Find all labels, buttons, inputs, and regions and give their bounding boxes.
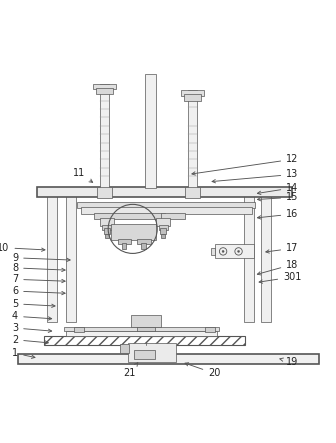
Bar	[261, 193, 271, 323]
Bar	[120, 344, 129, 353]
Bar	[122, 243, 126, 249]
Bar	[145, 74, 156, 188]
Circle shape	[238, 250, 240, 253]
Bar	[74, 327, 84, 332]
Text: 6: 6	[12, 286, 65, 296]
Bar	[111, 224, 156, 240]
Text: 9: 9	[12, 253, 70, 263]
Bar	[66, 331, 217, 336]
Bar	[160, 228, 166, 234]
Bar	[37, 187, 292, 197]
Text: 12: 12	[192, 154, 298, 175]
Text: 3: 3	[12, 323, 52, 333]
Bar	[97, 187, 112, 198]
Bar	[137, 239, 151, 245]
Circle shape	[222, 250, 224, 253]
Bar	[64, 327, 219, 331]
Bar	[184, 94, 201, 101]
Text: 10: 10	[0, 243, 45, 253]
Text: 20: 20	[185, 363, 220, 378]
Bar	[77, 202, 255, 208]
Text: 7: 7	[12, 274, 65, 284]
Text: 21: 21	[123, 363, 138, 378]
Bar	[181, 90, 204, 96]
Bar	[244, 193, 254, 323]
Text: 301: 301	[259, 272, 301, 283]
Bar	[96, 88, 113, 94]
Bar	[215, 245, 254, 258]
Bar	[134, 350, 155, 359]
Text: 18: 18	[257, 260, 298, 275]
Bar	[131, 315, 161, 327]
Text: 13: 13	[212, 170, 298, 183]
Bar	[185, 187, 200, 198]
Bar	[205, 327, 215, 332]
Bar	[128, 343, 176, 362]
Bar	[81, 207, 252, 214]
Bar	[100, 84, 109, 188]
Bar	[94, 213, 165, 219]
Bar	[161, 213, 185, 219]
Bar	[104, 228, 110, 234]
Text: 8: 8	[12, 263, 65, 273]
Bar	[161, 233, 165, 237]
Text: 14: 14	[257, 183, 298, 194]
Bar	[141, 243, 146, 249]
Text: 4: 4	[12, 311, 52, 321]
Text: 11: 11	[73, 168, 93, 183]
Bar	[118, 239, 131, 245]
Bar	[44, 336, 245, 345]
Bar	[100, 218, 114, 225]
Bar	[137, 326, 155, 331]
Bar	[18, 354, 319, 364]
Bar	[105, 233, 109, 237]
Bar	[188, 90, 197, 188]
Text: 1: 1	[12, 348, 35, 358]
Text: 15: 15	[257, 192, 298, 202]
Bar	[159, 225, 168, 229]
Text: 2: 2	[12, 335, 48, 345]
Bar	[66, 193, 76, 323]
Text: 16: 16	[257, 209, 298, 219]
Text: 19: 19	[280, 357, 298, 367]
Bar	[93, 84, 116, 89]
Bar	[156, 218, 170, 225]
Bar	[47, 193, 57, 323]
Bar	[102, 225, 112, 229]
Bar	[211, 248, 215, 255]
Text: 5: 5	[12, 299, 55, 309]
Text: 17: 17	[266, 243, 298, 253]
